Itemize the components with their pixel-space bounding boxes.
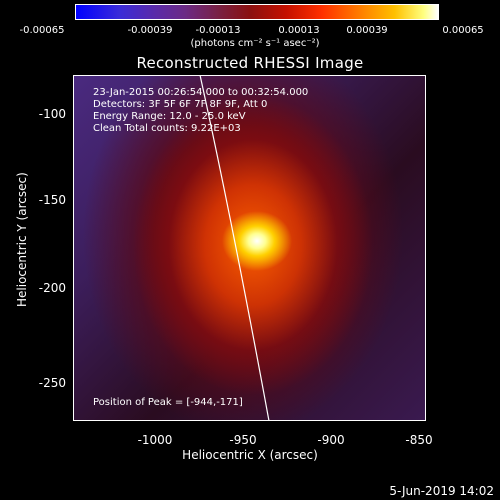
info-detectors: Detectors: 3F 5F 6F 7F 8F 9F, Att 0 xyxy=(93,99,268,110)
x-tick-label: -850 xyxy=(405,433,433,447)
peak-position-label: Position of Peak = [-944,-171] xyxy=(93,397,243,408)
solar-limb-line xyxy=(199,75,270,421)
colorbar-tick: 0.00013 xyxy=(278,25,320,36)
info-time-range: 23-Jan-2015 00:26:54.000 to 00:32:54.000 xyxy=(93,87,309,98)
timestamp-footer: 5-Jun-2019 14:02 xyxy=(389,484,494,498)
y-tick-label: -200 xyxy=(38,281,66,295)
y-tick-label: -250 xyxy=(38,376,66,390)
colorbar-tick: 0.00065 xyxy=(442,25,484,36)
colorbar-tick: -0.00039 xyxy=(127,25,173,36)
info-energy: Energy Range: 12.0 - 25.0 keV xyxy=(93,111,246,122)
colorbar-tick: -0.00013 xyxy=(195,25,241,36)
x-tick-label: -950 xyxy=(229,433,257,447)
rhessi-image xyxy=(73,75,426,421)
x-tick-label: -1000 xyxy=(137,433,173,447)
plot-frame xyxy=(73,75,426,421)
colorbar-units: (photons cm⁻² s⁻¹ asec⁻²) xyxy=(190,38,320,49)
colorbar-tick: -0.00065 xyxy=(19,25,65,36)
plot-title: Reconstructed RHESSI Image xyxy=(136,54,364,72)
y-axis-label: Heliocentric Y (arcsec) xyxy=(15,172,29,307)
x-tick-label: -900 xyxy=(317,433,345,447)
info-clean: Clean Total counts: 9.22E+03 xyxy=(93,123,241,134)
colorbar-tick: 0.00039 xyxy=(346,25,388,36)
x-axis-label: Heliocentric X (arcsec) xyxy=(182,448,318,462)
y-tick-label: -100 xyxy=(38,107,66,121)
y-tick-label: -150 xyxy=(38,193,66,207)
colorbar xyxy=(75,4,439,20)
